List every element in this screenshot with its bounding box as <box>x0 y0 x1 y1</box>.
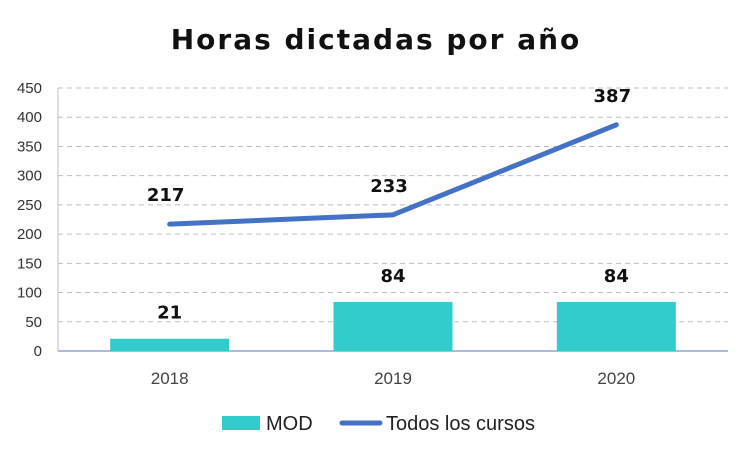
y-tick-label: 350 <box>17 138 42 155</box>
legend-swatch-mod <box>222 416 260 430</box>
bar-mod <box>110 338 230 351</box>
line-todos-los-cursos <box>167 122 619 227</box>
y-tick-label: 450 <box>17 80 42 97</box>
y-tick-label: 150 <box>17 255 42 272</box>
x-tick-label: 2020 <box>597 369 635 388</box>
legend: MOD Todos los cursos <box>222 413 535 435</box>
y-tick-label: 50 <box>25 314 42 331</box>
chart-title: Horas dictadas por año <box>171 23 582 56</box>
data-label-todos: 387 <box>594 86 632 107</box>
x-tick-label: 2019 <box>374 369 412 388</box>
x-axis: 2018 2019 2020 <box>151 369 635 388</box>
data-label-todos: 233 <box>370 176 408 197</box>
bar-mod <box>556 301 676 351</box>
data-label-mod: 21 <box>157 303 182 324</box>
todos-line-series <box>167 122 619 227</box>
data-label-todos: 217 <box>147 185 185 206</box>
y-tick-label: 0 <box>34 343 42 360</box>
y-tick-label: 100 <box>17 285 42 302</box>
bar-mod <box>333 301 453 351</box>
data-label-mod: 84 <box>380 266 405 287</box>
data-labels: 21 84 84 217 233 387 <box>147 86 631 324</box>
y-axis: 0 50 100 150 200 250 300 350 400 450 <box>17 80 59 360</box>
y-tick-label: 400 <box>17 109 42 126</box>
legend-label-mod: MOD <box>266 413 313 435</box>
legend-label-todos: Todos los cursos <box>386 413 535 435</box>
data-label-mod: 84 <box>604 266 629 287</box>
y-tick-label: 300 <box>17 168 42 185</box>
y-tick-label: 250 <box>17 197 42 214</box>
mod-bars <box>110 301 676 351</box>
x-tick-label: 2018 <box>151 369 189 388</box>
y-tick-label: 200 <box>17 226 42 243</box>
